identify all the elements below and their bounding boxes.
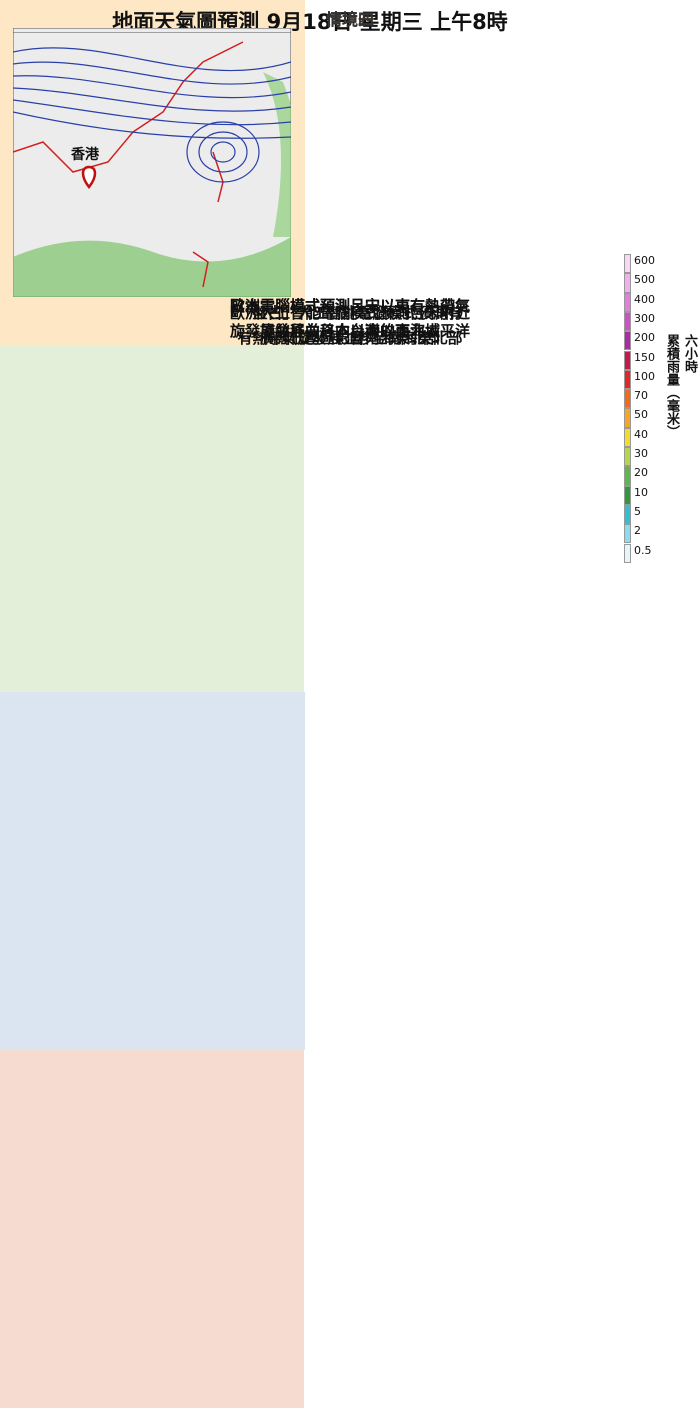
panel: 情境四香港「盤古」人工智能電腦模式預測有 廣闊低壓區影響南海東北部 — [0, 10, 463, 1408]
legend-value: 50 — [634, 408, 648, 422]
weather-map: 香港 — [13, 32, 291, 297]
panel-label: 情境四 — [325, 10, 374, 29]
legend: 600 500 400 300 200 150 100 70 50 40 30 20 10 5 2 0.5 累積… — [622, 248, 700, 578]
legend-swatch — [624, 408, 631, 428]
legend-value: 2 — [634, 524, 641, 538]
legend-swatch — [624, 311, 631, 332]
legend-swatch — [624, 389, 631, 409]
pin — [81, 165, 97, 190]
isobar — [186, 121, 260, 183]
legend-swatch — [624, 543, 631, 563]
legend-value: 200 — [634, 331, 655, 345]
legend-swatch — [624, 485, 631, 505]
rain-area — [263, 72, 291, 237]
legend-swatch — [624, 273, 631, 293]
legend-value: 40 — [634, 427, 648, 441]
isobar — [13, 111, 291, 139]
legend-value: 5 — [634, 504, 641, 518]
legend-swatch — [624, 254, 631, 274]
panel-label: 情境二 — [325, 10, 374, 29]
city-label: 香港 — [70, 146, 100, 163]
panel-label: 情境三 — [325, 10, 374, 29]
isobar — [13, 75, 291, 99]
panel: 情境三香港歐洲人工智能電腦模式預測呂宋附近有熱帶氣旋發展並移至南海東北部 — [0, 10, 470, 1050]
isobar — [13, 87, 291, 112]
legend-value: 70 — [634, 389, 648, 403]
legend-swatch — [624, 466, 631, 486]
legend-value: 30 — [634, 447, 648, 460]
caption: 廣闊低壓區影響南海東北部 — [259, 329, 440, 347]
legend-period: 六小時 — [682, 334, 697, 373]
legend-swatch — [624, 447, 631, 467]
legend-value: 150 — [634, 350, 655, 364]
legend-value: 100 — [634, 369, 655, 383]
caption: 歐洲電腦模式預測呂宋以東有熱帶氣 — [229, 297, 470, 315]
legend-value: 10 — [634, 485, 648, 499]
caption: 有熱帶氣旋發展並移至南海東北部 — [237, 329, 463, 347]
caption: 歐洲人工智能電腦模式預測呂宋附近 — [229, 304, 470, 322]
legend-value: 20 — [634, 466, 648, 480]
legend-value: 600 — [634, 254, 655, 267]
legend-swatch — [624, 369, 631, 390]
legend-title: 累積雨量（毫米） — [664, 334, 679, 438]
legend-value: 300 — [634, 311, 655, 325]
legend-swatch — [624, 350, 631, 370]
legend-swatch — [624, 331, 631, 351]
isobar — [13, 47, 291, 72]
caption: 「盤古」人工智能電腦模式預測有 — [237, 304, 463, 322]
legend-swatch — [624, 427, 631, 447]
caption: 旋發展並移向台灣以東海域 — [259, 322, 440, 340]
isobar — [13, 99, 291, 126]
legend-value: 400 — [634, 292, 655, 306]
legend-value: 500 — [634, 273, 655, 287]
legend-swatch — [624, 524, 631, 544]
caption: 日本電腦模式預測呂宋以東有熱帶氣 — [229, 297, 470, 315]
caption: 旋發展並移向日本以南的西北太平洋 — [229, 322, 470, 340]
legend-swatch — [624, 292, 631, 312]
legend-value: 0.5 — [634, 543, 652, 557]
isobar — [13, 61, 291, 85]
legend-swatch — [624, 504, 631, 525]
panel-label: 情境一 — [325, 10, 374, 29]
isobar — [210, 141, 236, 163]
panel: 情境二香港日本電腦模式預測呂宋以東有熱帶氣旋發展並移向日本以南的西北太平洋 — [0, 10, 470, 692]
isobar — [198, 131, 248, 173]
rain-area — [13, 237, 291, 297]
